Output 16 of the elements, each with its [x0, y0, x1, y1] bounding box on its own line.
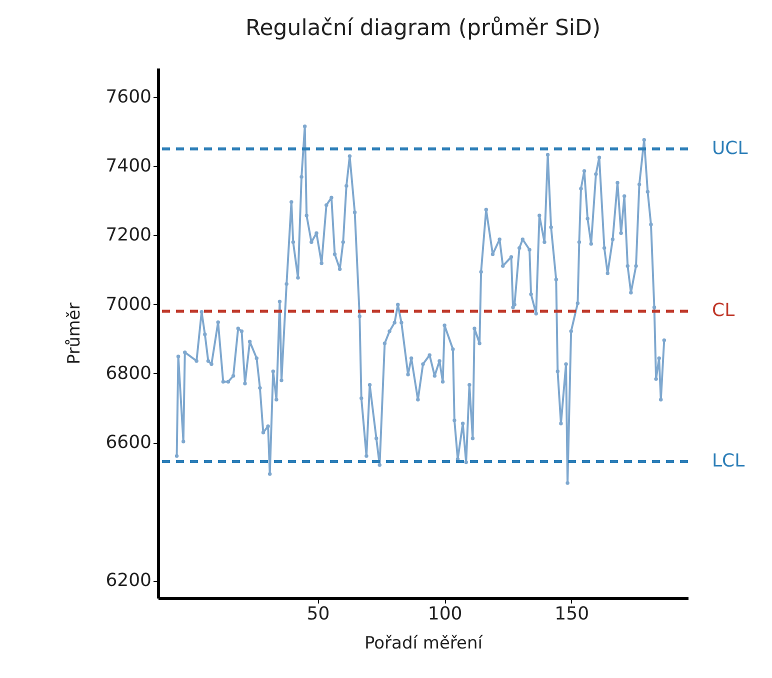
y-tick-label: 7400	[106, 156, 152, 177]
ref-line-label: CL	[712, 300, 735, 322]
ref-line-label: LCL	[712, 450, 745, 472]
x-tick-label: 50	[306, 604, 330, 624]
y-tick-label: 7000	[106, 294, 152, 315]
x-tick-label: 100	[428, 604, 462, 624]
y-tick-label: 7200	[106, 224, 152, 246]
y-tick-label: 6600	[106, 432, 152, 454]
y-tick-label: 7600	[106, 86, 152, 108]
x-tick-label: 150	[554, 604, 590, 624]
y-tick-label: 6800	[106, 362, 152, 384]
ref-line-label: UCL	[712, 138, 748, 159]
x-axis-title: Pořadí měření	[364, 634, 484, 654]
chart-title: Regulační diagram (průměr SiD)	[245, 16, 601, 41]
y-axis-title: Průměr	[64, 302, 85, 364]
y-tick-label: 6200	[106, 570, 152, 592]
